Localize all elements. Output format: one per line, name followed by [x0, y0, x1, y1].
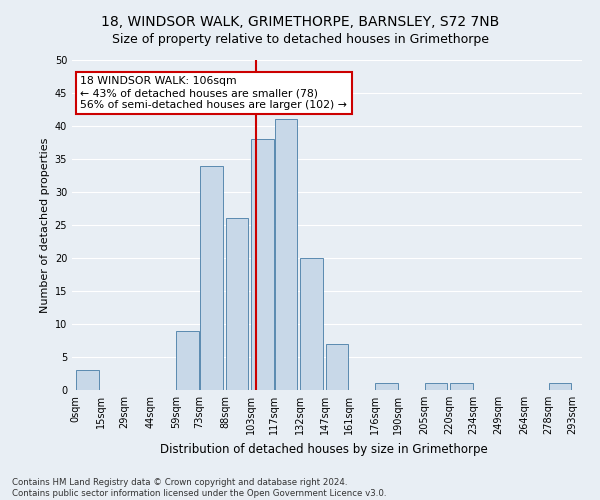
Bar — [76, 370, 98, 390]
Y-axis label: Number of detached properties: Number of detached properties — [40, 138, 50, 312]
Bar — [326, 344, 349, 390]
Bar — [200, 166, 223, 390]
Bar — [176, 330, 199, 390]
Bar — [425, 384, 447, 390]
Bar — [450, 384, 473, 390]
Text: Distribution of detached houses by size in Grimethorpe: Distribution of detached houses by size … — [160, 444, 488, 456]
Text: Size of property relative to detached houses in Grimethorpe: Size of property relative to detached ho… — [112, 32, 488, 46]
Bar — [226, 218, 248, 390]
Bar — [548, 384, 571, 390]
Bar — [275, 120, 298, 390]
Text: 18 WINDSOR WALK: 106sqm
← 43% of detached houses are smaller (78)
56% of semi-de: 18 WINDSOR WALK: 106sqm ← 43% of detache… — [80, 76, 347, 110]
Bar — [301, 258, 323, 390]
Bar — [375, 384, 398, 390]
Bar — [251, 139, 274, 390]
Text: 18, WINDSOR WALK, GRIMETHORPE, BARNSLEY, S72 7NB: 18, WINDSOR WALK, GRIMETHORPE, BARNSLEY,… — [101, 15, 499, 29]
Text: Contains HM Land Registry data © Crown copyright and database right 2024.
Contai: Contains HM Land Registry data © Crown c… — [12, 478, 386, 498]
